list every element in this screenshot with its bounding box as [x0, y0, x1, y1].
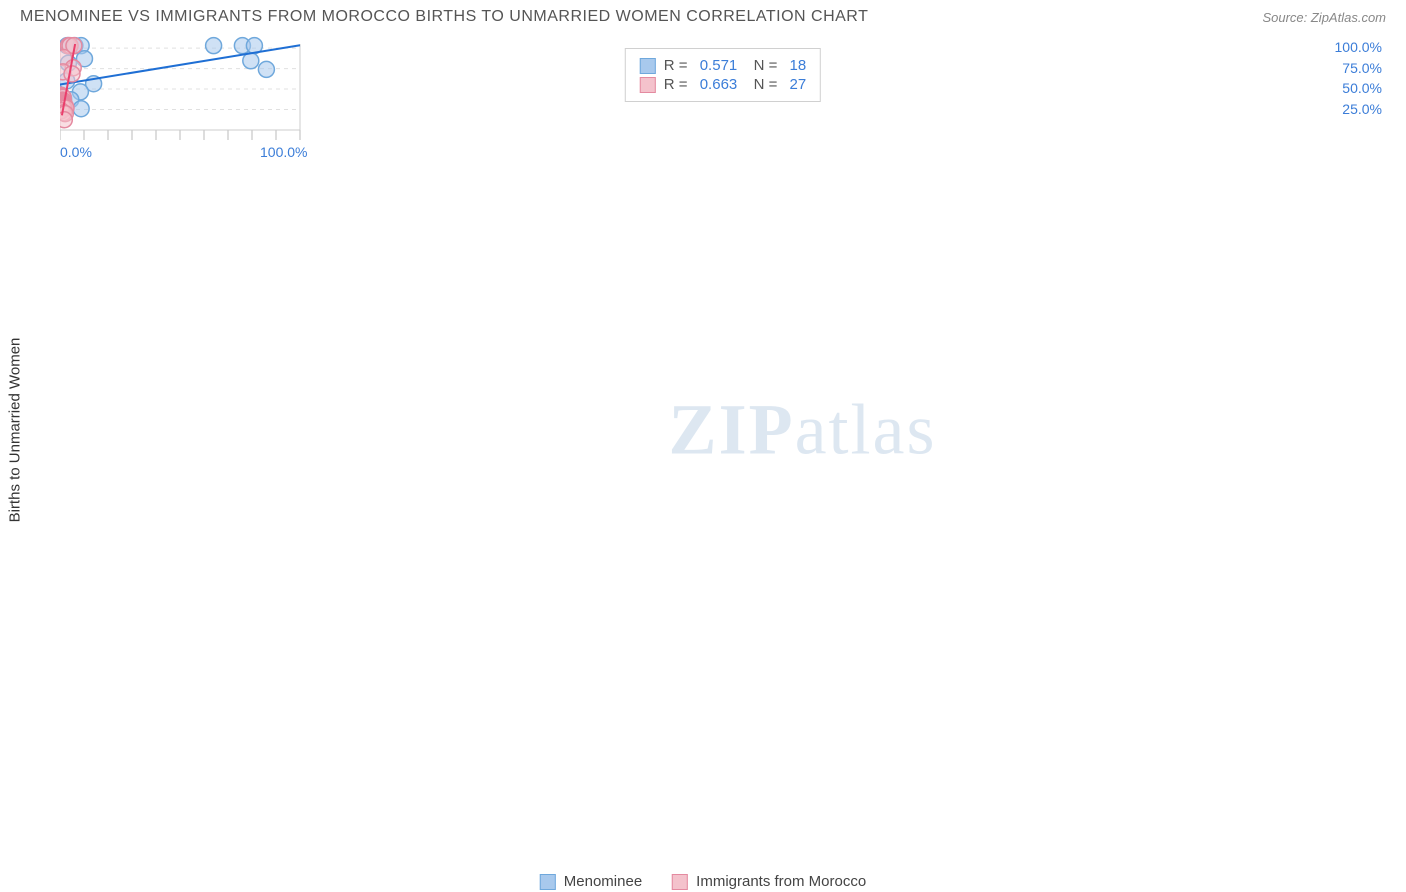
source-attribution: Source: ZipAtlas.com — [1262, 10, 1386, 25]
legend-series-item: Immigrants from Morocco — [672, 873, 866, 890]
y-tick-label: 75.0% — [1342, 60, 1382, 76]
legend-n-label: N = — [745, 57, 781, 74]
legend-stat-row: R = 0.663 N = 27 — [640, 76, 806, 93]
chart-title: MENOMINEE VS IMMIGRANTS FROM MOROCCO BIR… — [20, 8, 868, 26]
legend-r-label: R = — [664, 57, 692, 74]
legend-stat-row: R = 0.571 N = 18 — [640, 57, 806, 74]
legend-n-value: 27 — [790, 76, 807, 93]
legend-series-item: Menominee — [540, 873, 642, 890]
legend-swatch — [640, 58, 656, 74]
y-tick-label: 50.0% — [1342, 80, 1382, 96]
legend-r-label: R = — [664, 76, 692, 93]
legend-series-name: Immigrants from Morocco — [696, 873, 866, 890]
legend-r-value: 0.663 — [700, 76, 738, 93]
y-tick-label: 25.0% — [1342, 101, 1382, 117]
series-legend: Menominee Immigrants from Morocco — [540, 873, 866, 890]
legend-swatch — [640, 77, 656, 93]
x-tick-label: 100.0% — [260, 144, 307, 160]
scatter-plot-svg — [60, 30, 360, 180]
y-tick-label: 100.0% — [1335, 39, 1382, 55]
watermark-bold: ZIP — [669, 390, 795, 470]
legend-series-name: Menominee — [564, 873, 642, 890]
legend-n-value: 18 — [790, 57, 807, 74]
chart-area: Births to Unmarried Women ZIPatlas R = 0… — [60, 30, 1386, 830]
legend-r-value: 0.571 — [700, 57, 738, 74]
x-tick-label: 0.0% — [60, 144, 92, 160]
correlation-legend: R = 0.571 N = 18R = 0.663 N = 27 — [625, 48, 821, 102]
chart-header: MENOMINEE VS IMMIGRANTS FROM MOROCCO BIR… — [0, 0, 1406, 30]
legend-swatch — [540, 874, 556, 890]
legend-n-label: N = — [745, 76, 781, 93]
legend-swatch — [672, 874, 688, 890]
watermark-light: atlas — [795, 390, 937, 470]
watermark: ZIPatlas — [669, 389, 937, 472]
y-axis-label: Births to Unmarried Women — [7, 338, 24, 523]
